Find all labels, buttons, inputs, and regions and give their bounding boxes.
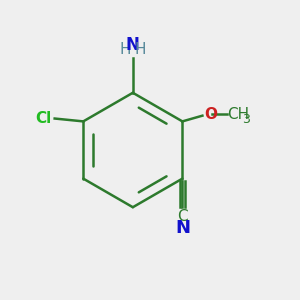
- Text: N: N: [126, 36, 140, 54]
- Text: N: N: [175, 219, 190, 237]
- Text: O: O: [204, 107, 217, 122]
- Text: H: H: [120, 42, 131, 57]
- Text: 3: 3: [242, 113, 250, 127]
- Text: H: H: [134, 42, 146, 57]
- Text: CH: CH: [228, 107, 250, 122]
- Text: C: C: [177, 209, 188, 224]
- Text: Cl: Cl: [36, 111, 52, 126]
